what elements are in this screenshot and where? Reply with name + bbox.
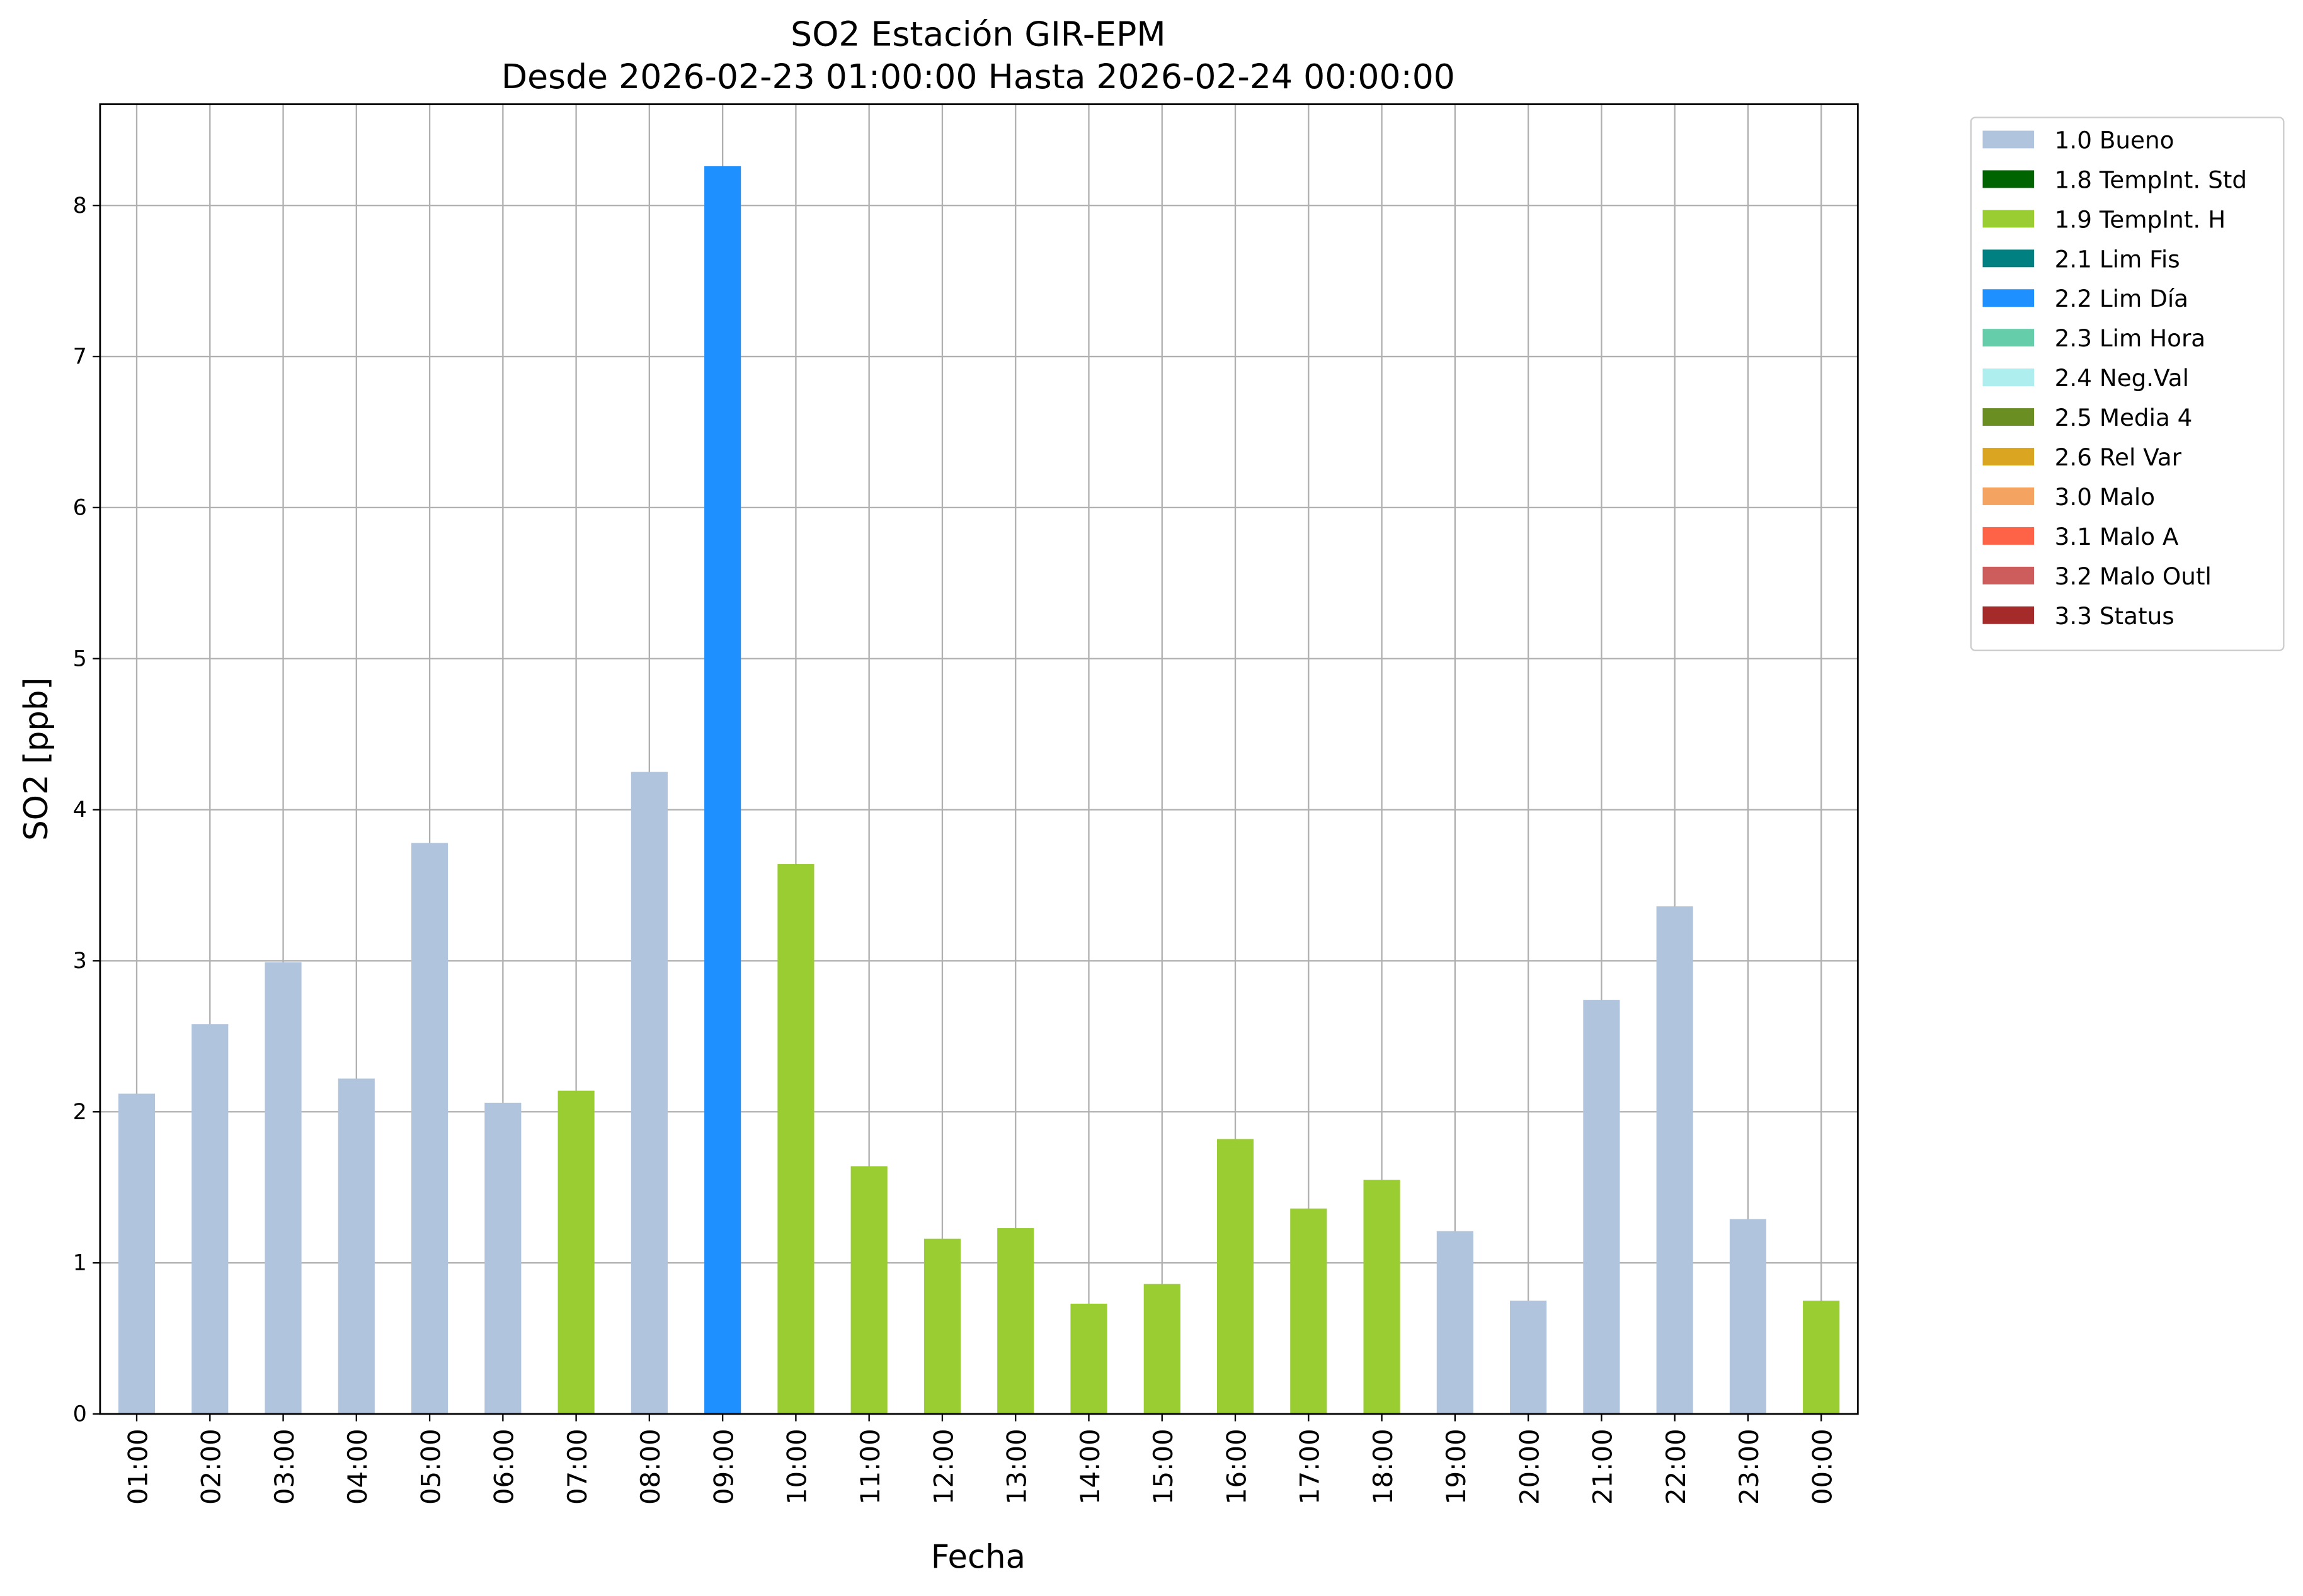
legend-label: 2.5 Media 4 xyxy=(2055,404,2193,431)
y-tick-label: 2 xyxy=(73,1100,87,1125)
legend-swatch xyxy=(1982,606,2035,624)
legend-swatch xyxy=(1982,130,2035,149)
legend-label: 3.1 Malo A xyxy=(2055,523,2179,550)
legend-swatch xyxy=(1982,170,2035,188)
legend-swatch xyxy=(1982,249,2035,268)
y-tick-label: 5 xyxy=(73,646,87,671)
legend-swatch xyxy=(1982,487,2035,505)
x-tick-label: 03:00 xyxy=(269,1428,300,1505)
bar xyxy=(1070,1303,1107,1414)
legend-box xyxy=(1970,117,2285,651)
bar xyxy=(484,1102,522,1414)
y-axis-label: SO2 [ppb] xyxy=(18,678,55,841)
x-tick-label: 01:00 xyxy=(122,1428,153,1505)
x-tick-label: 09:00 xyxy=(708,1428,739,1505)
bar xyxy=(777,864,814,1414)
bar xyxy=(1583,1000,1620,1414)
legend-label: 1.0 Bueno xyxy=(2055,126,2174,154)
x-tick-label: 20:00 xyxy=(1514,1428,1545,1505)
x-tick-label: 04:00 xyxy=(342,1428,373,1505)
bar xyxy=(1143,1284,1180,1414)
x-tick-label: 16:00 xyxy=(1221,1428,1252,1505)
x-tick-label: 02:00 xyxy=(196,1428,227,1505)
legend-swatch xyxy=(1982,408,2035,426)
x-axis-label: Fecha xyxy=(931,1539,1026,1576)
chart-title: SO2 Estación GIR-EPM xyxy=(791,14,1165,54)
bar xyxy=(704,166,741,1414)
bar xyxy=(1803,1301,1840,1414)
legend-label: 1.9 TempInt. H xyxy=(2055,205,2226,233)
legend-label: 1.8 TempInt. Std xyxy=(2055,166,2247,193)
bar xyxy=(265,962,302,1414)
x-tick-label: 10:00 xyxy=(782,1428,813,1505)
bar xyxy=(1436,1231,1473,1414)
y-tick-label: 7 xyxy=(73,345,87,370)
legend-label: 3.3 Status xyxy=(2055,602,2174,630)
chart-subtitle: Desde 2026-02-23 01:00:00 Hasta 2026-02-… xyxy=(501,57,1455,96)
legend-swatch xyxy=(1982,448,2035,465)
legend-swatch xyxy=(1982,289,2035,307)
x-tick-label: 17:00 xyxy=(1294,1428,1325,1505)
x-tick-label: 07:00 xyxy=(562,1428,593,1505)
bar xyxy=(1290,1208,1327,1414)
legend-label: 2.3 Lim Hora xyxy=(2055,324,2205,352)
x-tick-label: 12:00 xyxy=(928,1428,959,1505)
bar xyxy=(850,1166,888,1414)
legend-label: 2.6 Rel Var xyxy=(2055,443,2182,471)
x-tick-label: 15:00 xyxy=(1148,1428,1179,1505)
legend-swatch xyxy=(1982,368,2035,387)
legend-swatch xyxy=(1982,329,2035,347)
legend-label: 3.0 Malo xyxy=(2055,483,2155,511)
x-tick-label: 08:00 xyxy=(635,1428,666,1505)
y-tick-label: 4 xyxy=(73,797,87,823)
bar xyxy=(1363,1180,1400,1414)
y-tick-label: 8 xyxy=(73,193,87,219)
x-tick-label: 05:00 xyxy=(415,1428,446,1505)
x-tick-label: 23:00 xyxy=(1734,1428,1764,1505)
bar xyxy=(1729,1219,1766,1414)
x-tick-label: 14:00 xyxy=(1075,1428,1106,1505)
legend-label: 2.4 Neg.Val xyxy=(2055,364,2189,392)
legend-label: 2.2 Lim Día xyxy=(2055,285,2188,312)
x-tick-label: 21:00 xyxy=(1587,1428,1618,1505)
x-tick-label: 00:00 xyxy=(1807,1428,1837,1505)
plot-frame xyxy=(99,103,1859,1415)
bar xyxy=(1656,906,1693,1414)
bar xyxy=(411,843,449,1414)
x-tick-label: 06:00 xyxy=(489,1428,520,1505)
legend-label: 3.2 Malo Outl xyxy=(2055,562,2212,590)
y-tick-label: 6 xyxy=(73,496,87,521)
bar xyxy=(338,1078,375,1414)
legend-swatch xyxy=(1982,566,2035,584)
x-tick-label: 22:00 xyxy=(1660,1428,1691,1505)
y-tick-label: 0 xyxy=(73,1402,87,1427)
x-tick-label: 19:00 xyxy=(1441,1428,1472,1505)
x-tick-label: 18:00 xyxy=(1368,1428,1398,1505)
x-tick-label: 13:00 xyxy=(1002,1428,1032,1505)
bar xyxy=(997,1228,1034,1414)
bar xyxy=(1510,1301,1547,1414)
bar xyxy=(923,1238,961,1414)
legend-swatch xyxy=(1982,527,2035,545)
bar xyxy=(191,1024,229,1414)
bar xyxy=(557,1090,595,1414)
legend-label: 2.1 Lim Fis xyxy=(2055,245,2180,273)
bar xyxy=(118,1093,156,1414)
legend-swatch xyxy=(1982,210,2035,228)
x-tick-label: 11:00 xyxy=(855,1428,886,1505)
bar xyxy=(1216,1139,1254,1414)
y-tick-label: 3 xyxy=(73,949,87,974)
y-tick-label: 1 xyxy=(73,1251,87,1276)
bar xyxy=(631,772,668,1414)
